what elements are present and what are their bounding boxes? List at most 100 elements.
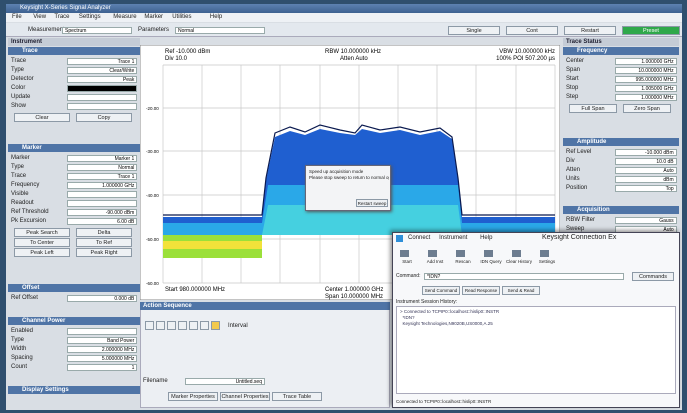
field-value[interactable]: 1.000000 GHz xyxy=(615,58,677,65)
toolbar-button[interactable]: Restart xyxy=(564,26,616,35)
tool-icon xyxy=(400,250,409,257)
field-label: Ref Level xyxy=(566,149,592,155)
y-label: -40.00 xyxy=(146,193,159,198)
tool-label[interactable]: Settings xyxy=(538,259,556,264)
menu-item[interactable]: Marker xyxy=(144,14,164,20)
field-value[interactable]: 1 xyxy=(67,364,138,371)
field-value[interactable]: 5.000000 MHz xyxy=(67,355,138,362)
field-value[interactable]: 6.00 dB xyxy=(67,218,138,225)
field-value[interactable]: Normal xyxy=(67,164,138,171)
menu-item[interactable]: Settings xyxy=(78,14,101,20)
field-value[interactable]: 1.000000 MHz xyxy=(615,94,677,101)
seq-tool[interactable] xyxy=(189,321,198,330)
seq-tool[interactable] xyxy=(178,321,187,330)
seq-tool[interactable] xyxy=(211,321,220,330)
filename[interactable]: Untitled.seq xyxy=(185,378,265,385)
parameters-select[interactable]: Normal xyxy=(175,27,265,34)
toolbar-button[interactable]: Single xyxy=(448,26,500,35)
panel-button[interactable]: Peak Right xyxy=(76,248,132,257)
field-value[interactable] xyxy=(67,103,138,110)
conn-button[interactable]: Send & Read xyxy=(502,286,540,295)
field-value[interactable]: 0.000 dB xyxy=(67,295,138,302)
conn-button[interactable]: Read Response xyxy=(462,286,500,295)
field-label: Span xyxy=(566,67,581,73)
panel-button[interactable]: Full Span xyxy=(569,104,617,113)
field-value[interactable]: Trace 1 xyxy=(67,173,138,180)
field-label: Stop xyxy=(566,85,579,91)
field-value[interactable]: 1.005000 GHz xyxy=(615,85,677,92)
dialog-button[interactable]: Restart sweep xyxy=(356,199,388,207)
field-value[interactable]: Gauss xyxy=(615,217,677,224)
measurement-select[interactable]: Spectrum xyxy=(62,27,132,34)
panel-button[interactable]: Copy xyxy=(76,113,132,122)
label: Filename xyxy=(143,378,168,384)
field-value[interactable]: 10.000000 MHz xyxy=(615,67,677,74)
command-input[interactable]: *IDN? xyxy=(424,273,624,280)
seq-tool[interactable] xyxy=(145,321,154,330)
seq-tool[interactable] xyxy=(167,321,176,330)
menu-item[interactable]: Trace xyxy=(54,14,70,20)
seq-tool[interactable] xyxy=(200,321,209,330)
panel-button[interactable]: To Center xyxy=(14,238,70,247)
tool-label[interactable]: Start xyxy=(402,259,412,264)
field-value[interactable]: -90.000 dBm xyxy=(67,209,138,216)
menu-item[interactable]: Utilities xyxy=(172,14,192,20)
field-label: Atten xyxy=(566,167,581,173)
field-value[interactable] xyxy=(67,85,138,92)
tool-icon xyxy=(484,250,493,257)
section-header: Amplitude xyxy=(563,138,679,146)
panel-button[interactable]: Peak Search xyxy=(14,228,70,237)
panel-button[interactable]: Zero Span xyxy=(623,104,671,113)
conn-menu[interactable]: Connect xyxy=(408,235,431,241)
window-control[interactable] xyxy=(640,233,650,242)
seq-tool[interactable] xyxy=(156,321,165,330)
field-value[interactable] xyxy=(67,94,138,101)
toolbar-button[interactable]: Preset xyxy=(622,26,680,35)
tab[interactable]: Marker Properties xyxy=(168,392,218,401)
conn-menu[interactable]: Instrument xyxy=(439,235,468,241)
field-value[interactable]: 10.0 dB xyxy=(615,158,677,165)
field-value[interactable]: Clear/Write xyxy=(67,67,138,74)
field-label: Marker xyxy=(11,155,30,161)
menu-item[interactable]: View xyxy=(33,14,47,20)
field-value[interactable] xyxy=(67,200,138,207)
field-value[interactable] xyxy=(67,328,138,335)
panel-button[interactable]: Delta xyxy=(76,228,132,237)
field-value[interactable]: dBm xyxy=(615,176,677,183)
conn-menu[interactable]: Help xyxy=(480,235,493,241)
tool-label[interactable]: Rescan xyxy=(455,259,471,264)
toolbar-button[interactable]: Cont xyxy=(506,26,558,35)
poi: 100% POI 507.200 µs xyxy=(496,56,555,62)
panel-button[interactable]: Clear xyxy=(14,113,70,122)
dialog-text: Speed up acquisition mode xyxy=(309,169,364,174)
tool-label[interactable]: IDN Query xyxy=(480,259,502,264)
field-value[interactable]: Peak xyxy=(67,76,138,83)
field-value[interactable]: 995.000000 MHz xyxy=(615,76,677,83)
field-value[interactable]: 2.000000 MHz xyxy=(67,346,138,353)
commands-button[interactable]: Commands xyxy=(632,272,674,281)
field-value[interactable]: -10.000 dBm xyxy=(615,149,677,156)
tab[interactable]: Channel Properties xyxy=(220,392,270,401)
title-bar: Keysight X-Series Signal Analyzer xyxy=(6,4,682,13)
field-value[interactable]: Band Power xyxy=(67,337,138,344)
field-value[interactable]: Auto xyxy=(615,167,677,174)
field-value[interactable]: 1.000000 GHz xyxy=(67,182,138,189)
field-value[interactable] xyxy=(67,191,138,198)
history-line: *IDN? xyxy=(400,315,415,320)
window-title: Keysight X-Series Signal Analyzer xyxy=(20,5,111,11)
field-value[interactable]: Trace 1 xyxy=(67,58,138,65)
field-value[interactable]: Top xyxy=(615,185,677,192)
tab[interactable]: Trace Table xyxy=(272,392,322,401)
field-value[interactable]: Marker 1 xyxy=(67,155,138,162)
conn-button[interactable]: Send Command xyxy=(422,286,460,295)
menu-item[interactable]: Measure xyxy=(113,14,137,20)
menu-item[interactable]: Help xyxy=(209,14,223,20)
tool-label[interactable]: Add Inst xyxy=(426,259,444,264)
menu-item[interactable]: File xyxy=(12,14,22,20)
tool-label[interactable]: Clear History xyxy=(506,259,532,264)
atten: Atten Auto xyxy=(340,56,368,62)
window-control[interactable] xyxy=(664,233,674,242)
panel-button[interactable]: To Ref xyxy=(76,238,132,247)
panel-button[interactable]: Peak Left xyxy=(14,248,70,257)
window-control[interactable] xyxy=(652,233,662,242)
